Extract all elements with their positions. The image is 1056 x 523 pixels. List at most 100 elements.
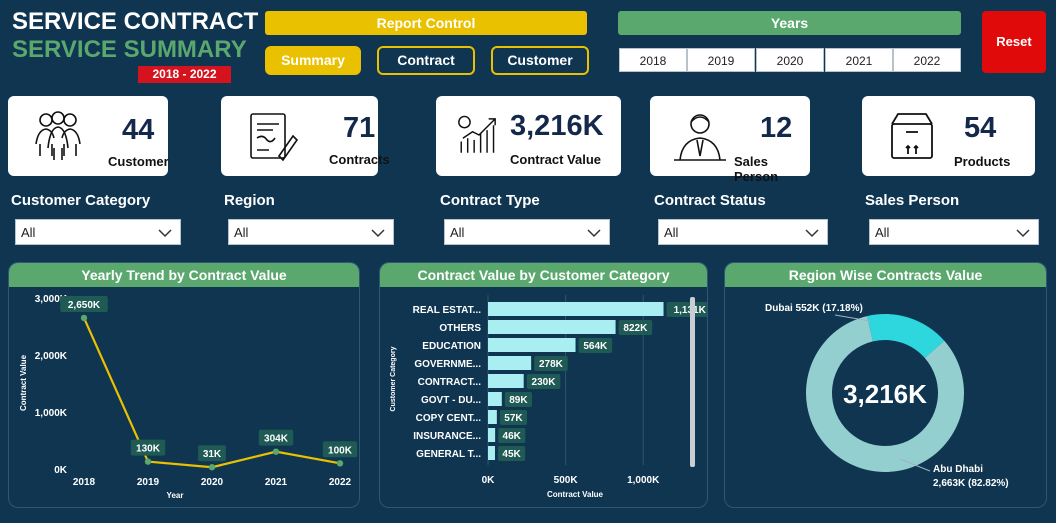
category-bar[interactable] xyxy=(488,410,497,424)
svg-text:89K: 89K xyxy=(509,395,528,406)
kpi-contracts-label: Contracts xyxy=(329,152,390,167)
trend-point[interactable] xyxy=(272,448,280,455)
abudhabi-slice-value: 2,663K (82.82%) xyxy=(933,478,1009,489)
category-bar[interactable] xyxy=(488,446,495,460)
donut-slice-dubai[interactable] xyxy=(866,314,945,358)
x-tick-label: 0K xyxy=(482,475,496,486)
trend-point[interactable] xyxy=(80,314,88,322)
svg-text:230K: 230K xyxy=(532,377,557,388)
bar-data-label: 230K xyxy=(526,374,561,389)
bar-data-label: 57K xyxy=(499,410,528,425)
kpi-contract-value-value: 3,216K xyxy=(510,110,604,142)
product-box-icon xyxy=(891,113,933,159)
contract-status-dropdown[interactable]: All xyxy=(658,219,828,245)
kpi-products-value: 54 xyxy=(964,112,997,144)
chevron-down-icon xyxy=(587,229,601,238)
customer-category-value: All xyxy=(21,225,36,240)
contract-document-icon xyxy=(250,113,299,162)
x-tick-label: 1,000K xyxy=(627,475,660,486)
trend-point[interactable] xyxy=(144,458,152,465)
trend-point[interactable] xyxy=(336,460,344,467)
contract-status-value: All xyxy=(664,225,679,240)
category-bar[interactable] xyxy=(488,392,502,406)
category-label: GOVT - DU... xyxy=(421,395,481,406)
category-label: GENERAL T... xyxy=(416,449,481,460)
kpi-contract-value-label: Contract Value xyxy=(510,152,602,167)
y-axis-label: Customer Category xyxy=(390,346,397,411)
trend-point[interactable] xyxy=(208,464,216,471)
svg-text:31K: 31K xyxy=(203,449,222,460)
category-bar[interactable] xyxy=(488,374,524,388)
category-label: COPY CENT... xyxy=(416,413,482,424)
category-label: REAL ESTAT... xyxy=(413,305,482,316)
x-tick-label: 2020 xyxy=(201,477,224,488)
year-2021-button[interactable]: 2021 xyxy=(825,48,893,72)
x-tick-label: 2018 xyxy=(73,477,96,488)
summary-button[interactable]: Summary xyxy=(265,46,361,75)
title-service-summary: SERVICE SUMMARY xyxy=(12,36,247,63)
sales-person-value: All xyxy=(875,225,890,240)
businessman-icon xyxy=(674,114,726,161)
people-group-icon xyxy=(35,111,81,160)
bar-data-label: 46K xyxy=(498,428,526,443)
chevron-down-icon xyxy=(1016,229,1030,238)
dubai-leader-line xyxy=(834,314,871,322)
svg-text:278K: 278K xyxy=(539,359,564,370)
x-tick-label: 2022 xyxy=(329,477,352,488)
year-2020-button[interactable]: 2020 xyxy=(756,48,824,72)
sales-person-dropdown[interactable]: All xyxy=(869,219,1039,245)
category-bar[interactable] xyxy=(488,356,532,370)
filter-region-label: Region xyxy=(224,192,275,209)
customer-button[interactable]: Customer xyxy=(491,46,589,75)
data-label: 304K xyxy=(258,429,294,446)
kpi-products-label: Products xyxy=(954,154,1011,169)
kpi-card-contract-value: 3,216K Contract Value xyxy=(436,96,621,176)
bar-data-label: 45K xyxy=(497,446,526,461)
data-label: 130K xyxy=(130,439,166,456)
bar-data-label: 89K xyxy=(504,392,533,407)
svg-text:564K: 564K xyxy=(583,341,608,352)
svg-text:2,650K: 2,650K xyxy=(68,300,101,311)
category-bar[interactable] xyxy=(488,320,616,334)
chevron-down-icon xyxy=(371,229,385,238)
year-2018-button[interactable]: 2018 xyxy=(619,48,687,72)
scrollbar[interactable] xyxy=(690,297,695,467)
x-tick-label: 500K xyxy=(554,475,579,486)
reset-button[interactable]: Reset xyxy=(982,11,1046,73)
yearly-trend-title: Yearly Trend by Contract Value xyxy=(9,263,359,287)
y-axis-label: Contract Value xyxy=(19,354,28,411)
y-tick-label: 2,000K xyxy=(35,351,68,362)
category-label: CONTRACT... xyxy=(418,377,482,388)
yearly-trend-chart: 0K 1,000K 2,000K 3,000K Contract Value 2018 20… xyxy=(19,294,358,500)
category-bar[interactable] xyxy=(488,428,496,442)
contract-type-value: All xyxy=(450,225,465,240)
contract-type-dropdown[interactable]: All xyxy=(444,219,610,245)
customer-category-dropdown[interactable]: All xyxy=(15,219,181,245)
filter-contract-type-label: Contract Type xyxy=(440,192,540,209)
x-tick-label: 2019 xyxy=(137,477,160,488)
donut-slice-abu-dhabi[interactable] xyxy=(806,316,964,472)
region-dropdown[interactable]: All xyxy=(228,219,394,245)
kpi-card-sales-person: 12 Sales Person xyxy=(650,96,810,184)
y-tick-label: 1,000K xyxy=(35,408,68,419)
svg-text:822K: 822K xyxy=(623,323,648,334)
contract-button[interactable]: Contract xyxy=(377,46,475,75)
year-2022-button[interactable]: 2022 xyxy=(893,48,961,72)
category-label: INSURANCE... xyxy=(413,431,481,442)
category-bar[interactable] xyxy=(488,338,576,352)
y-tick-label: 0K xyxy=(54,465,68,476)
donut-center-value: 3,216K xyxy=(843,379,927,409)
category-chart-title: Contract Value by Customer Category xyxy=(380,263,707,287)
category-bar[interactable] xyxy=(488,302,664,316)
year-2019-button[interactable]: 2019 xyxy=(687,48,755,72)
filter-customer-category-label: Customer Category xyxy=(11,192,151,209)
kpi-customer-label: Customer xyxy=(108,154,169,169)
svg-text:130K: 130K xyxy=(136,444,161,455)
category-panel: Contract Value by Customer Category 0K 50… xyxy=(379,262,708,508)
category-bar-chart: 0K 500K 1,000K Contract Value Customer Categ… xyxy=(390,295,707,499)
kpi-customer-value: 44 xyxy=(122,114,155,146)
date-range-badge: 2018 - 2022 xyxy=(138,66,231,83)
region-value: All xyxy=(234,225,249,240)
yearly-trend-panel: Yearly Trend by Contract Value 0K 1,000K 2… xyxy=(8,262,360,508)
kpi-card-contracts: 71 Contracts xyxy=(221,96,390,176)
